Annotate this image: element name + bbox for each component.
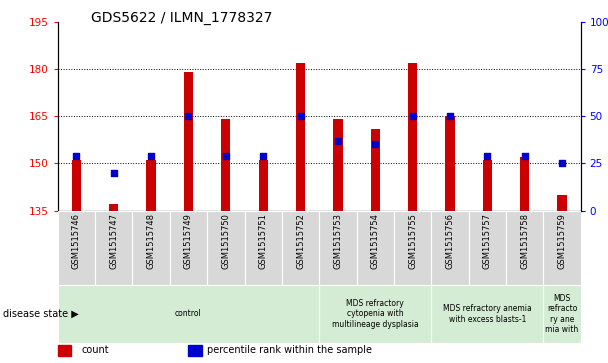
FancyBboxPatch shape [356,211,394,285]
Text: GSM1515756: GSM1515756 [446,213,454,269]
Bar [370,129,380,211]
Text: GSM1515759: GSM1515759 [558,213,567,269]
FancyBboxPatch shape [431,211,469,285]
Point [445,113,455,119]
Bar [445,116,455,211]
Text: GSM1515758: GSM1515758 [520,213,529,269]
FancyBboxPatch shape [469,211,506,285]
Point [408,113,418,119]
Bar [333,119,342,211]
Text: GSM1515757: GSM1515757 [483,213,492,269]
Text: GSM1515746: GSM1515746 [72,213,81,269]
Point [520,153,530,159]
FancyBboxPatch shape [282,211,319,285]
Point [482,153,492,159]
Point [258,153,268,159]
Bar [72,160,81,211]
Bar [558,195,567,211]
Bar [520,157,530,211]
Text: GSM1515754: GSM1515754 [371,213,380,269]
FancyBboxPatch shape [170,211,207,285]
FancyBboxPatch shape [58,211,95,285]
Bar [258,160,268,211]
FancyBboxPatch shape [506,211,544,285]
FancyBboxPatch shape [95,211,133,285]
Text: MDS
refracto
ry ane
mia with: MDS refracto ry ane mia with [545,294,579,334]
Text: disease state ▶: disease state ▶ [3,309,79,319]
Text: GSM1515749: GSM1515749 [184,213,193,269]
Point [221,153,230,159]
Point [557,160,567,166]
FancyBboxPatch shape [394,211,431,285]
Bar [221,119,230,211]
Text: GSM1515750: GSM1515750 [221,213,230,269]
FancyBboxPatch shape [319,285,431,343]
Bar [58,345,71,356]
Bar [109,204,119,211]
FancyBboxPatch shape [431,285,544,343]
Point [370,142,380,147]
FancyBboxPatch shape [244,211,282,285]
FancyBboxPatch shape [58,285,319,343]
FancyBboxPatch shape [207,211,244,285]
Text: percentile rank within the sample: percentile rank within the sample [207,345,371,355]
Text: GSM1515748: GSM1515748 [147,213,156,269]
Text: GSM1515752: GSM1515752 [296,213,305,269]
Text: GSM1515755: GSM1515755 [408,213,417,269]
Text: GSM1515747: GSM1515747 [109,213,119,269]
FancyBboxPatch shape [544,211,581,285]
Text: GSM1515751: GSM1515751 [258,213,268,269]
Bar [408,63,417,211]
Text: MDS refractory
cytopenia with
multilineage dysplasia: MDS refractory cytopenia with multilinea… [332,299,418,329]
Bar [483,160,492,211]
Bar [188,345,201,356]
Bar [296,63,305,211]
FancyBboxPatch shape [544,285,581,343]
Text: GDS5622 / ILMN_1778327: GDS5622 / ILMN_1778327 [91,11,272,25]
Text: GSM1515753: GSM1515753 [333,213,342,269]
Point [72,153,81,159]
Point [295,113,305,119]
Point [333,138,343,144]
Bar [184,72,193,211]
FancyBboxPatch shape [133,211,170,285]
Point [109,170,119,176]
Text: count: count [81,345,109,355]
Point [184,113,193,119]
Point [147,153,156,159]
Text: control: control [175,310,202,318]
FancyBboxPatch shape [319,211,356,285]
Bar [147,160,156,211]
Text: MDS refractory anemia
with excess blasts-1: MDS refractory anemia with excess blasts… [443,304,531,324]
